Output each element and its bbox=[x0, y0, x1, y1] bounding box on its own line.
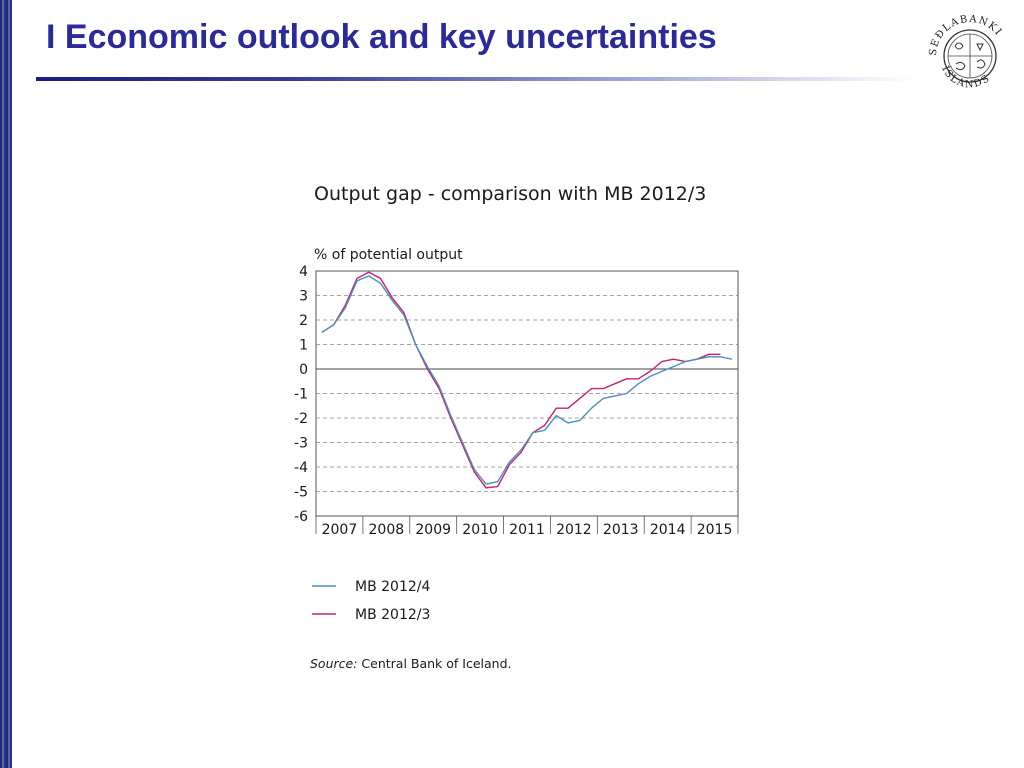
x-tick-label: 2009 bbox=[415, 522, 451, 538]
slide-title: I Economic outlook and key uncertainties bbox=[46, 18, 717, 56]
x-tick-label: 2014 bbox=[650, 522, 686, 538]
y-axis-label: % of potential output bbox=[314, 247, 463, 263]
x-tick-label: 2013 bbox=[603, 522, 639, 538]
y-tick-label: 0 bbox=[299, 362, 308, 378]
y-tick-labels: 4 3 2 1 0 -1 -2 -3 -4 -5 -6 bbox=[294, 264, 308, 525]
y-tick-label: 2 bbox=[299, 313, 308, 329]
legend-label: MB 2012/4 bbox=[355, 579, 430, 595]
x-tick-labels: 2007 2008 2009 2010 2011 2012 2013 2014 2015 bbox=[315, 516, 739, 538]
x-tick-label: 2010 bbox=[462, 522, 498, 538]
gridlines bbox=[315, 270, 739, 517]
x-tick-label: 2008 bbox=[369, 522, 405, 538]
chart-title: Output gap - comparison with MB 2012/3 bbox=[314, 183, 706, 205]
y-tick-label: -5 bbox=[294, 485, 308, 501]
series-line-mb-2012-4 bbox=[321, 275, 733, 485]
x-tick-label: 2012 bbox=[556, 522, 592, 538]
source-text: Central Bank of Iceland. bbox=[361, 656, 512, 671]
series-line-mb-2012-3 bbox=[321, 271, 721, 489]
left-decorative-stripe bbox=[0, 0, 12, 768]
y-tick-label: 4 bbox=[299, 264, 308, 280]
x-tick-label: 2011 bbox=[509, 522, 545, 538]
y-tick-label: -1 bbox=[294, 387, 308, 403]
y-tick-label: -3 bbox=[294, 436, 308, 452]
legend: MB 2012/4 MB 2012/3 bbox=[312, 579, 430, 623]
central-bank-seal-logo: SEÐLABANKI ÍSLANDS bbox=[928, 14, 1003, 91]
y-tick-label: 3 bbox=[299, 289, 308, 305]
x-tick-label: 2007 bbox=[322, 522, 358, 538]
legend-label: MB 2012/3 bbox=[355, 607, 430, 623]
y-tick-label: -6 bbox=[294, 509, 308, 525]
y-tick-label: -4 bbox=[294, 460, 308, 476]
y-tick-label: 1 bbox=[299, 338, 308, 354]
source-label: Source: bbox=[310, 656, 358, 671]
x-tick-label: 2015 bbox=[697, 522, 733, 538]
source-note: Source: Central Bank of Iceland. bbox=[310, 656, 512, 671]
title-underline bbox=[36, 77, 916, 81]
series-lines bbox=[321, 271, 733, 489]
y-tick-label: -2 bbox=[294, 411, 308, 427]
